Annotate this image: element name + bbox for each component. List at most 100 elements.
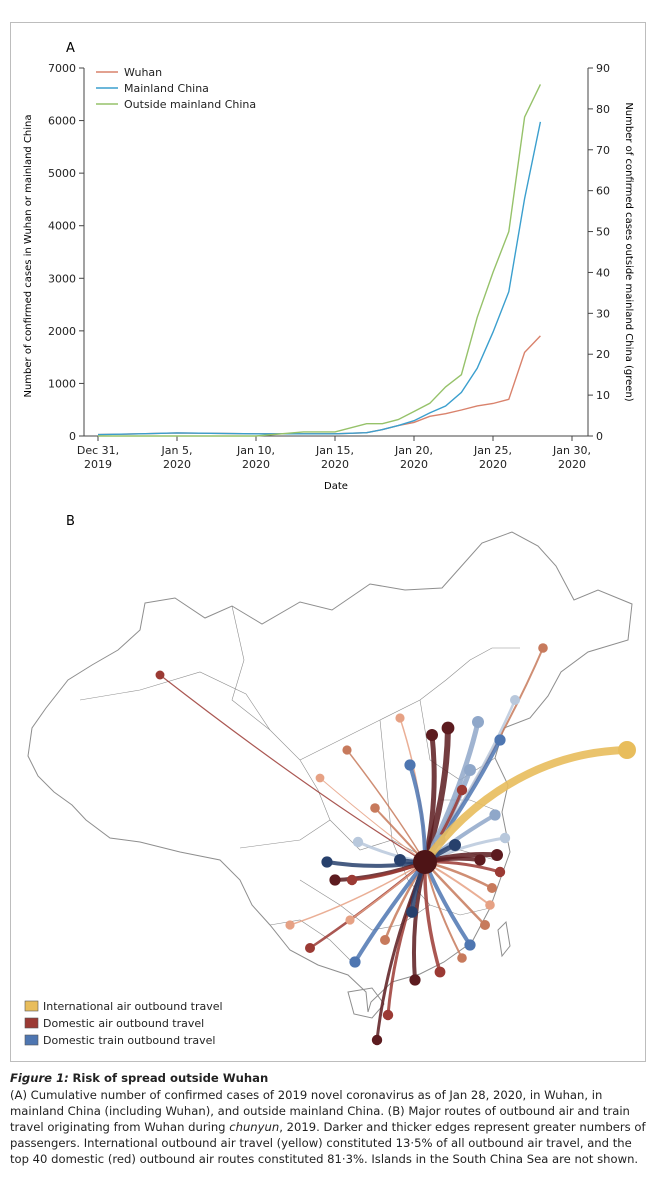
y-tick-label: 7000: [48, 62, 76, 75]
china-map-outline: [27, 531, 633, 1019]
y2-tick-label: 10: [596, 389, 610, 402]
route-line: [399, 717, 426, 863]
y2-tick-label: 90: [596, 62, 610, 75]
y-tick-label: 4000: [48, 220, 76, 233]
legend-label: Wuhan: [124, 66, 162, 79]
destination-node: [494, 734, 506, 746]
destination-node: [457, 953, 467, 963]
destination-node: [487, 883, 497, 893]
x-axis-label: Date: [324, 481, 348, 492]
y2-tick-label: 80: [596, 103, 610, 116]
y-tick-label: 5000: [48, 167, 76, 180]
destination-node: [434, 966, 446, 978]
figure-title: Risk of spread outside Wuhan: [72, 1071, 269, 1085]
destination-node: [349, 956, 361, 968]
destination-node: [305, 943, 315, 953]
y-tick-label: 2000: [48, 325, 76, 338]
destination-node: [370, 803, 380, 813]
panel-b-label: B: [66, 514, 75, 529]
figure-caption: Figure 1: Risk of spread outside Wuhan (…: [10, 1070, 650, 1167]
y2-tick-label: 60: [596, 185, 610, 198]
destination-node: [485, 900, 495, 910]
y-axis-label-left: Number of confirmed cases in Wuhan or ma…: [23, 114, 34, 397]
route-line: [159, 674, 426, 863]
x-tick-label: Jan 10, 2020: [236, 444, 275, 471]
y2-tick-label: 0: [596, 430, 603, 443]
destination-node: [491, 849, 503, 861]
route-line: [319, 777, 426, 863]
destination-node: [480, 920, 490, 930]
destination-node: [499, 832, 511, 844]
destination-node: [285, 920, 295, 930]
chart-lines: [97, 84, 542, 437]
destination-node: [380, 935, 390, 945]
destination-node: [315, 773, 325, 783]
y-tick-label: 3000: [48, 272, 76, 285]
y-axis-label-right: Number of confirmed cases outside mainla…: [623, 102, 634, 401]
destination-node: [441, 721, 455, 735]
panel-a-label: A: [66, 41, 75, 56]
legend-swatch: [24, 1017, 39, 1029]
y2-tick-label: 20: [596, 348, 610, 361]
figure-label: Figure 1:: [10, 1071, 69, 1085]
destination-node: [406, 906, 418, 918]
y-tick-label: 6000: [48, 115, 76, 128]
series-line-wuhan: [97, 335, 541, 436]
destination-node: [352, 836, 364, 848]
destination-node: [409, 974, 421, 986]
destination-node: [155, 670, 165, 680]
legend-label: Outside mainland China: [124, 98, 256, 111]
destination-node: [395, 713, 405, 723]
x-tick-label: Jan 25, 2020: [473, 444, 512, 471]
y2-tick-label: 40: [596, 266, 610, 279]
destination-node: [426, 729, 438, 741]
legend-label: Domestic train outbound travel: [43, 1034, 216, 1047]
destination-node: [489, 809, 501, 821]
destination-node: [464, 939, 476, 951]
international-route: [421, 746, 631, 866]
destination-node: [464, 764, 476, 776]
caption-italic-term: chunyun: [229, 1120, 280, 1134]
destination-node: [404, 759, 416, 771]
caption-text-2: , 2019. Darker and thicker edges represe…: [10, 1120, 646, 1166]
route-line: [289, 861, 426, 926]
panel-a-line-chart: A 0 1000 2000 3000 4000 5000 6000 7000 0 10 20 30 40…: [23, 41, 634, 492]
destination-node: [472, 716, 484, 728]
route-line: [346, 749, 426, 863]
figure-frame: [10, 22, 646, 1062]
wuhan-hub-node: [413, 850, 437, 874]
international-node: [618, 741, 636, 759]
destination-node: [394, 854, 406, 866]
y-tick-label: 1000: [48, 377, 76, 390]
x-tick-label: Jan 5, 2020: [161, 444, 193, 471]
destination-node: [345, 915, 355, 925]
caption-title-row: Figure 1: Risk of spread outside Wuhan: [10, 1070, 650, 1086]
destination-node: [474, 854, 486, 866]
y2-tick-label: 70: [596, 144, 610, 157]
destination-node: [346, 874, 358, 886]
destination-node: [538, 643, 548, 653]
legend-swatch: [24, 1034, 39, 1046]
destination-node: [329, 874, 341, 886]
x-tick-label: Jan 30, 2020: [552, 444, 591, 471]
destination-node: [382, 1009, 394, 1021]
x-tick-label: Jan 20, 2020: [394, 444, 433, 471]
destination-node: [456, 784, 468, 796]
caption-text-1: (A) Cumulative number of confirmed cases…: [10, 1088, 630, 1134]
route-line: [422, 732, 437, 865]
series-line-outside-mainland-china: [98, 84, 542, 437]
destination-node: [371, 1034, 383, 1046]
y2-tick-label: 30: [596, 307, 610, 320]
x-tick-label: Jan 15, 2020: [315, 444, 354, 471]
legend-label: International air outbound travel: [43, 1000, 223, 1013]
chart-axes: 0 1000 2000 3000 4000 5000 6000 7000 0 10 20 30 40 50…: [48, 62, 610, 471]
caption-body: (A) Cumulative number of confirmed cases…: [10, 1087, 650, 1167]
destination-node: [510, 695, 520, 705]
destination-node: [494, 866, 506, 878]
travel-routes: [155, 643, 636, 1046]
legend-label: Domestic air outbound travel: [43, 1017, 204, 1030]
figure-canvas: A 0 1000 2000 3000 4000 5000 6000 7000 0 10 20 30 40…: [23, 41, 636, 1047]
series-line-mainland-china: [97, 121, 542, 436]
destination-node: [321, 856, 333, 868]
y-tick-label: 0: [69, 430, 76, 443]
